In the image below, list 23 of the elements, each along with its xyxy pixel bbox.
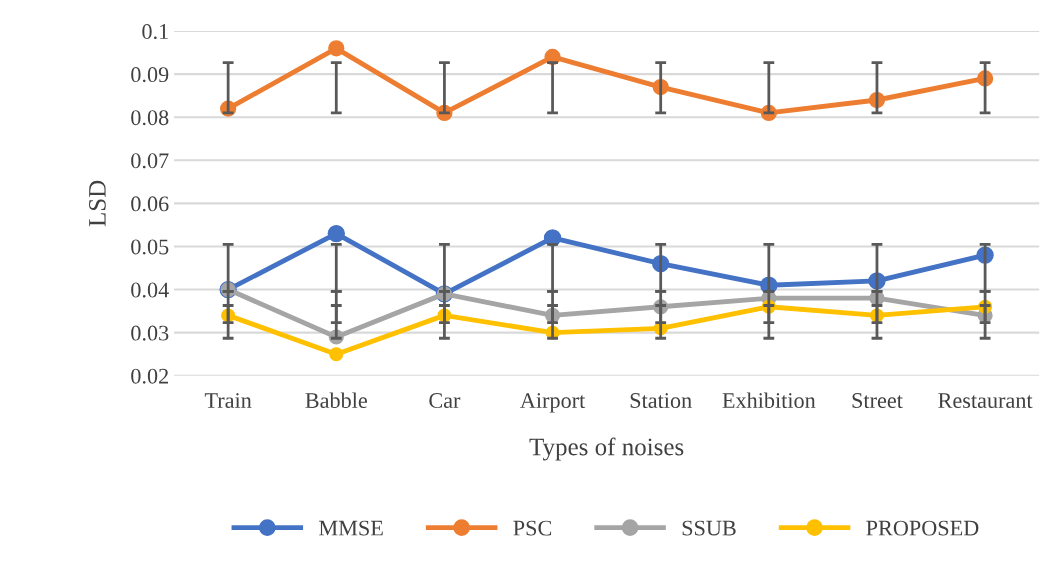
legend-label: PSC xyxy=(513,520,552,536)
x-tick-label: Street xyxy=(852,393,903,409)
y-tick-label: 0.02 xyxy=(131,368,168,384)
x-tick-label: Train xyxy=(204,393,252,409)
x-tick-label: Station xyxy=(630,393,692,409)
x-tick-label: Exhibition xyxy=(722,392,816,409)
legend-label: MMSE xyxy=(319,520,383,536)
y-tick-label: 0.05 xyxy=(131,239,169,255)
y-tick-label: 0.03 xyxy=(131,325,169,341)
y-tick-label: 0.04 xyxy=(131,282,169,298)
x-axis-title: Types of noises xyxy=(529,437,684,461)
y-tick-label: 0.1 xyxy=(142,24,168,40)
legend-label: SSUB xyxy=(682,520,736,536)
legend-label: PROPOSED xyxy=(866,520,979,536)
x-tick-label: Car xyxy=(429,393,461,409)
y-tick-label: 0.06 xyxy=(131,196,169,212)
x-tick-label: Airport xyxy=(520,393,586,413)
y-tick-label: 0.08 xyxy=(131,110,169,126)
y-axis-title: LSD xyxy=(89,180,106,227)
y-tick-label: 0.09 xyxy=(131,67,169,83)
x-tick-label: Restaurant xyxy=(938,393,1033,409)
x-tick-label: Babble xyxy=(305,392,367,409)
y-tick-label: 0.07 xyxy=(131,153,169,169)
